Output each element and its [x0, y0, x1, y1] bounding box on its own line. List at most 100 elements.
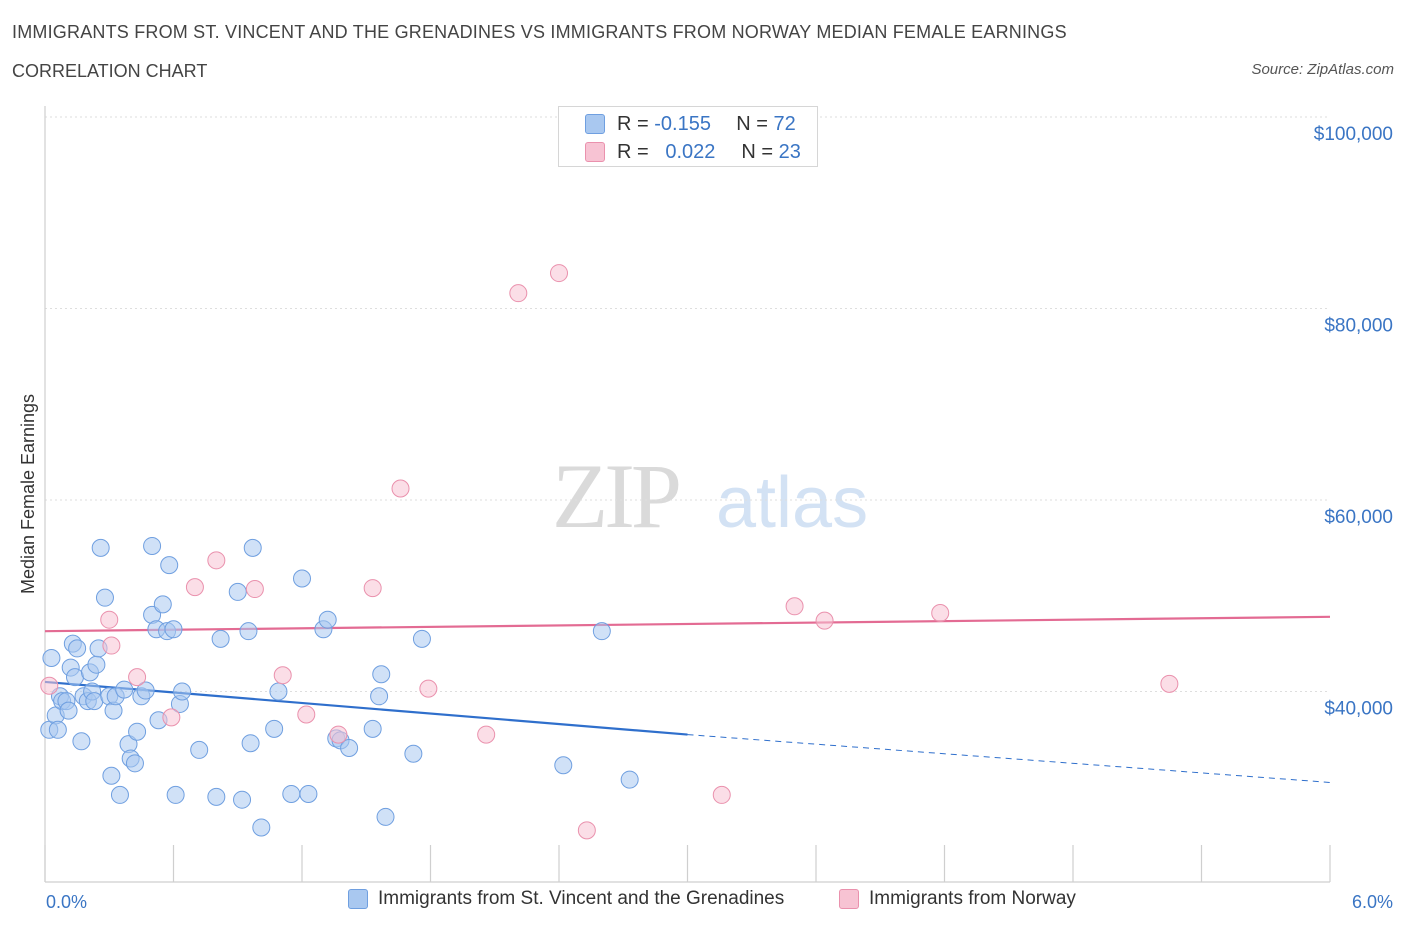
stats-n-value: 23 [778, 140, 801, 163]
point-norway [815, 611, 834, 630]
trend-line-norway [44, 615, 1331, 633]
y-tick-label: $60,000 [1324, 507, 1393, 528]
point-st-vincent [299, 784, 318, 803]
point-st-vincent [592, 622, 611, 641]
point-st-vincent [95, 588, 114, 607]
watermark-zip: ZIP [552, 445, 679, 547]
watermark: ZIP atlas [552, 445, 868, 547]
point-norway [577, 821, 596, 840]
point-st-vincent [370, 687, 389, 706]
point-st-vincent [102, 766, 121, 785]
point-norway [102, 636, 121, 655]
point-norway [185, 578, 204, 597]
point-st-vincent [143, 536, 162, 555]
y-tick-label: $80,000 [1324, 316, 1393, 337]
trend-line-st-vincent-extension [687, 734, 1331, 783]
chart-subtitle: CORRELATION CHART [12, 61, 208, 81]
stats-r-value: -0.155 [654, 112, 711, 135]
point-norway [931, 603, 950, 622]
x-tick-label-max: 6.0% [1352, 892, 1393, 912]
point-st-vincent [190, 740, 209, 759]
point-st-vincent [620, 770, 639, 789]
point-st-vincent [166, 785, 185, 804]
point-st-vincent [207, 787, 226, 806]
y-tick-label: $40,000 [1324, 699, 1393, 720]
legend-item-norway[interactable]: Immigrants from Norway [839, 888, 1076, 910]
point-st-vincent [211, 629, 230, 648]
point-st-vincent [404, 744, 423, 763]
legend-label-norway: Immigrants from Norway [869, 888, 1076, 909]
point-norway [207, 551, 226, 570]
point-st-vincent [91, 538, 110, 557]
point-norway [509, 284, 528, 303]
point-norway [245, 580, 264, 599]
point-st-vincent [42, 648, 61, 667]
point-norway [162, 708, 181, 727]
legend-swatch-norway [839, 889, 859, 909]
point-norway [550, 264, 568, 283]
point-st-vincent [282, 784, 301, 803]
point-st-vincent [115, 680, 134, 699]
source-label: Source: ZipAtlas.com [1251, 61, 1394, 78]
x-tick-label-min: 0.0% [46, 892, 87, 912]
point-norway [477, 725, 496, 744]
point-norway [273, 666, 292, 685]
point-norway [391, 479, 410, 498]
point-st-vincent [160, 556, 179, 575]
point-st-vincent [85, 692, 104, 711]
point-st-vincent [412, 629, 431, 648]
point-st-vincent [72, 732, 91, 751]
point-st-vincent [239, 622, 258, 641]
legend-item-st-vincent[interactable]: Immigrants from St. Vincent and the Gren… [348, 888, 784, 910]
point-norway [1160, 674, 1179, 693]
point-norway [329, 725, 348, 744]
point-norway [297, 705, 316, 724]
y-axis-title: Median Female Earnings [18, 394, 38, 594]
point-norway [785, 597, 804, 616]
point-st-vincent [136, 681, 155, 700]
stats-row-norway: R = 0.022 N = 23 [585, 139, 801, 165]
stats-r-label: R = [617, 140, 649, 163]
point-st-vincent [110, 785, 129, 804]
point-st-vincent [252, 818, 271, 837]
point-st-vincent [293, 569, 311, 588]
point-st-vincent [228, 582, 247, 601]
legend-label-st-vincent: Immigrants from St. Vincent and the Gren… [378, 888, 785, 909]
point-st-vincent [241, 734, 260, 753]
stats-r-value: 0.022 [665, 140, 716, 163]
point-st-vincent [87, 655, 106, 674]
stats-n-label: N = [741, 140, 774, 163]
point-st-vincent [233, 790, 252, 809]
point-st-vincent [173, 682, 192, 701]
point-norway [40, 676, 59, 695]
point-norway [363, 579, 382, 598]
trend-lines [44, 615, 1331, 783]
point-st-vincent [372, 665, 391, 684]
grid [45, 116, 1330, 692]
chart-title: IMMIGRANTS FROM ST. VINCENT AND THE GREN… [12, 22, 1067, 42]
point-st-vincent [59, 701, 78, 720]
point-st-vincent [340, 738, 359, 757]
point-st-vincent [164, 620, 183, 639]
point-st-vincent [318, 610, 337, 629]
point-st-vincent [554, 756, 573, 775]
watermark-atlas: atlas [716, 463, 868, 543]
point-st-vincent [376, 807, 395, 826]
point-st-vincent [65, 668, 84, 687]
y-tick-labels: $100,000 $80,000 $60,000 $40,000 [1314, 124, 1393, 720]
series-legend: Immigrants from St. Vincent and the Gren… [0, 888, 1406, 918]
y-tick-label: $100,000 [1314, 124, 1393, 145]
point-st-vincent [48, 720, 67, 739]
point-norway [128, 668, 147, 687]
stats-n-label: N = [736, 112, 768, 135]
point-norway [419, 679, 438, 698]
point-st-vincent [68, 639, 87, 658]
stats-row-st-vincent: R = -0.155 N = 72 [585, 111, 796, 137]
point-st-vincent [128, 722, 147, 741]
point-st-vincent [243, 538, 262, 557]
point-norway [100, 610, 119, 629]
point-st-vincent [269, 682, 288, 701]
stats-r-label: R = [617, 112, 649, 135]
stats-swatch-norway [585, 142, 605, 162]
